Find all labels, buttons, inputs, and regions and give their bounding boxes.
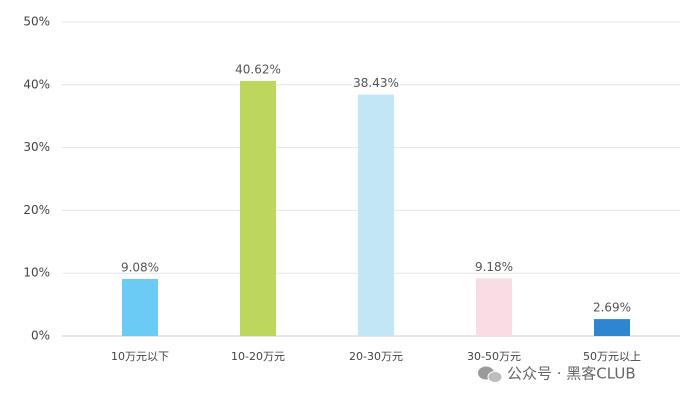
data-label: 9.18%: [475, 260, 513, 274]
watermark-text: 公众号 · 黑客CLUB: [507, 365, 636, 383]
bar: [122, 278, 158, 336]
y-tick-label: 30%: [23, 140, 50, 154]
x-tick-label: 10-20万元: [231, 350, 285, 363]
watermark: 公众号 · 黑客CLUB: [478, 365, 636, 383]
bar: [594, 319, 630, 336]
data-label: 40.62%: [235, 62, 281, 76]
x-tick-label: 20-30万元: [349, 350, 403, 363]
data-label: 2.69%: [593, 301, 631, 315]
bar: [358, 94, 394, 336]
y-tick-label: 50%: [23, 15, 50, 29]
y-tick-label: 40%: [23, 77, 50, 91]
y-tick-label: 10%: [23, 266, 50, 280]
x-tick-label: 10万元以下: [111, 350, 169, 363]
bar: [240, 80, 276, 336]
x-tick-label: 30-50万元: [467, 350, 521, 363]
y-tick-label: 20%: [23, 203, 50, 217]
data-label: 38.43%: [353, 76, 399, 90]
y-tick-label: 0%: [31, 329, 50, 343]
data-label: 9.08%: [121, 260, 159, 274]
watermark-icon: [487, 371, 503, 383]
x-tick-label: 50万元以上: [583, 350, 641, 363]
bar: [476, 278, 512, 336]
